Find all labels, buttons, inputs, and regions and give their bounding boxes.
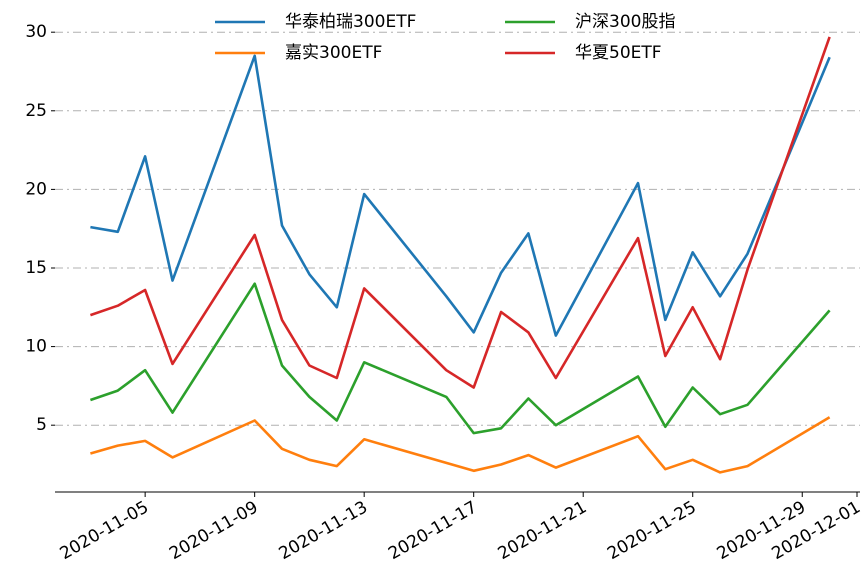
x-tick-label: 2020-11-09 [166,497,262,564]
x-tick-label: 2020-11-05 [57,497,153,564]
legend-label: 华泰柏瑞300ETF [285,12,416,32]
x-tick-label: 2020-11-21 [495,497,591,564]
series-line [90,416,831,474]
y-tick-label: 25 [25,101,47,121]
series-line [89,36,831,389]
y-tick-label: 5 [36,415,47,435]
y-tick-label: 20 [25,179,47,199]
x-tick-label: 2020-11-25 [604,497,700,564]
y-tick-label: 30 [25,22,47,42]
legend-label: 沪深300股指 [575,12,675,32]
series-line [90,54,831,337]
y-tick-label: 15 [25,258,47,278]
series-line [89,282,831,435]
legend-label: 嘉实300ETF [285,43,382,63]
x-tick-label: 2020-11-17 [385,497,481,564]
legend-label: 华夏50ETF [575,43,662,63]
y-tick-label: 10 [25,337,47,357]
x-tick-label: 2020-11-13 [276,497,372,564]
